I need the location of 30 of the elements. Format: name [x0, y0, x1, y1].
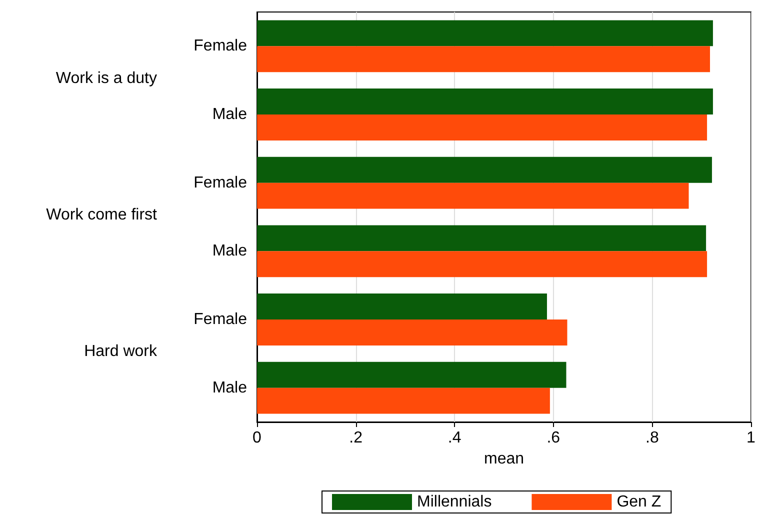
x-axis-title: mean — [484, 450, 524, 468]
y-tick-label: Female — [194, 311, 248, 328]
y-tick-label: Male — [212, 379, 248, 396]
bar — [257, 225, 706, 252]
bar — [257, 46, 710, 72]
bar — [257, 88, 713, 114]
y-tick-label: Female — [194, 174, 248, 192]
bar — [257, 320, 568, 346]
x-tick-label: .6 — [546, 430, 560, 446]
bar — [257, 251, 708, 278]
bar — [257, 388, 550, 414]
y-tick-label: Male — [212, 242, 248, 260]
text: Hard work — [84, 343, 158, 360]
y-tick-label: Male — [212, 106, 248, 123]
x-tick-label: .8 — [646, 430, 659, 446]
x-tick-label: .2 — [349, 430, 363, 446]
y-tick-label: Female — [194, 38, 248, 55]
legend-label: Gen Z — [616, 494, 662, 510]
legend-label: Millennials — [417, 494, 492, 510]
bar — [257, 294, 547, 320]
x-tick-label: 0 — [252, 430, 262, 446]
text: Work is a duty — [56, 70, 157, 87]
bar — [257, 362, 566, 388]
text: Work come first — [46, 206, 158, 224]
bar — [257, 20, 713, 46]
x-tick-label: .4 — [448, 430, 462, 446]
x-tick-label: 1 — [746, 430, 756, 446]
bar — [257, 182, 689, 209]
bar — [257, 114, 708, 140]
bar — [257, 156, 712, 183]
